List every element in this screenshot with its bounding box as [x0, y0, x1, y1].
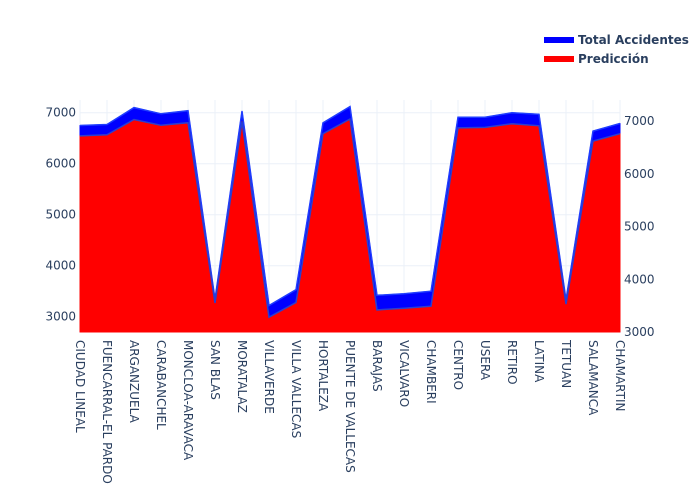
legend-swatch: [544, 37, 574, 43]
y-right-tick-label: 3000: [624, 325, 655, 339]
x-tick-label: SALAMANCA: [586, 340, 600, 416]
x-tick-label: VICALVARO: [397, 340, 411, 407]
y-right-tick-label: 5000: [624, 220, 655, 234]
x-tick-label: CHAMARTIN: [613, 340, 627, 411]
y-right-tick-label: 4000: [624, 272, 655, 286]
series-line-0: [79, 105, 621, 307]
x-tick-label: TETUAN: [559, 339, 573, 388]
x-tick-label: BARAJAS: [370, 340, 384, 392]
series-areas: [79, 105, 621, 333]
x-axis: CIUDAD LINEAL FUENCARRAL-EL PARDO ARGANZUE…: [73, 339, 627, 484]
y-axis-right: 3000 4000 5000 6000 7000: [624, 114, 655, 339]
x-tick-label: LATINA: [532, 340, 546, 383]
x-tick-label: RETIRO: [505, 340, 519, 385]
legend-item-0[interactable]: Total Accidentes: [544, 33, 689, 47]
legend-label: Total Accidentes: [578, 33, 689, 47]
legend-swatch: [544, 56, 574, 62]
y-right-tick-label: 6000: [624, 167, 655, 181]
x-tick-label: HORTALEZA: [316, 340, 330, 412]
legend[interactable]: Total Accidentes Predicción: [544, 33, 689, 66]
x-tick-label: SAN BLAS: [208, 340, 222, 400]
x-tick-label: CARABANCHEL: [154, 340, 168, 430]
x-tick-label: PUENTE DE VALLECAS: [343, 340, 357, 473]
y-left-tick-label: 7000: [45, 106, 76, 120]
legend-label: Predicción: [578, 52, 649, 66]
x-tick-label: MONCLOA-ARAVACA: [181, 340, 195, 461]
x-tick-label: CENTRO: [451, 340, 465, 390]
y-right-tick-label: 7000: [624, 114, 655, 128]
y-left-tick-label: 6000: [45, 157, 76, 171]
y-left-tick-label: 5000: [45, 208, 76, 222]
series-line-1: [79, 117, 621, 319]
x-tick-label: CIUDAD LINEAL: [73, 340, 87, 433]
y-left-tick-label: 3000: [45, 310, 76, 324]
series-area-1: [79, 118, 621, 333]
x-tick-label: VILLA VALLECAS: [289, 340, 303, 438]
x-tick-label: FUENCARRAL-EL PARDO: [100, 340, 114, 484]
y-axis-left: 3000 4000 5000 6000 7000: [45, 106, 76, 324]
x-tick-label: CHAMBERI: [424, 340, 438, 404]
legend-item-1[interactable]: Predicción: [544, 52, 649, 66]
x-tick-label: ARGANZUELA: [127, 340, 141, 424]
x-tick-label: VILLAVERDE: [262, 340, 276, 414]
y-left-tick-label: 4000: [45, 259, 76, 273]
x-tick-label: USERA: [478, 340, 492, 381]
x-tick-label: MORATALAZ: [235, 340, 249, 413]
